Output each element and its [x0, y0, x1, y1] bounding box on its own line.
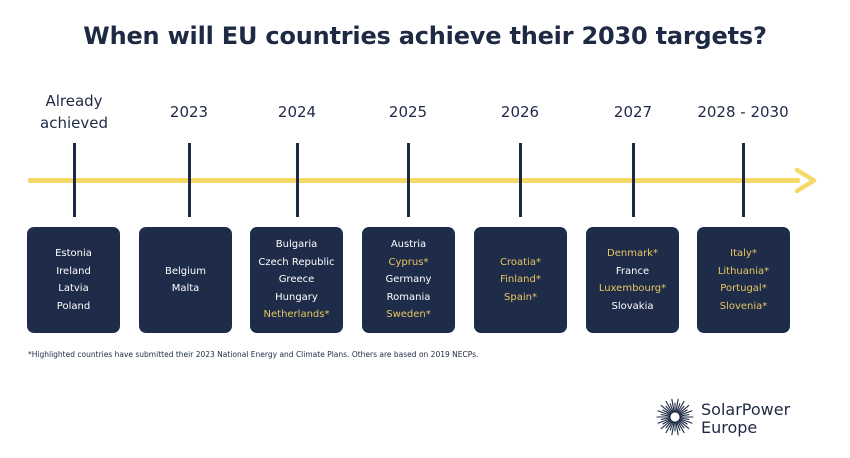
- column-label-line: 2024: [277, 103, 317, 121]
- column-label-line: 2027: [613, 103, 653, 121]
- timeline-tick: [518, 143, 522, 217]
- country-name: Latvia: [58, 283, 89, 294]
- country-name: Czech Republic: [258, 256, 335, 268]
- column-label-line: 2028 - 2030: [697, 103, 789, 121]
- country-box: Croatia* Finland* Spain*: [474, 227, 567, 333]
- country-name: Croatia*: [500, 256, 541, 268]
- country-box: Bulgaria Czech Republic Greece Hungary Nethe…: [250, 227, 343, 333]
- country-name: Hungary: [275, 291, 318, 303]
- country-name: Italy*: [730, 248, 757, 259]
- solarpower-europe-logo: SolarPower Europe: [656, 398, 816, 442]
- country-name: Lithuania*: [717, 265, 770, 277]
- country-name: Estonia: [55, 248, 92, 259]
- column-label: 2024: [237, 101, 357, 123]
- country-name: Bulgaria: [275, 239, 318, 251]
- country-name: Slovenia*: [719, 300, 768, 312]
- column-label: 2027: [573, 101, 693, 123]
- country-name: Luxembourg*: [598, 283, 667, 294]
- sunburst-icon: [656, 398, 694, 436]
- column-label: 2025: [348, 101, 468, 123]
- column-label-line: Already: [45, 92, 103, 110]
- column-label-line: 2025: [388, 103, 428, 121]
- country-name: Germany: [385, 274, 432, 286]
- timeline-arrowhead-icon: [794, 168, 817, 193]
- timeline-tick: [295, 143, 299, 217]
- column-label-line: 2023: [169, 103, 209, 121]
- country-box: Austria Cyprus* Germany Romania Sweden*: [362, 227, 455, 333]
- column-label-line: achieved: [40, 114, 108, 132]
- column-label: 2026: [460, 101, 580, 123]
- timeline-tick: [187, 143, 191, 217]
- country-name: Spain*: [504, 291, 537, 303]
- country-name: Belgium: [165, 265, 206, 277]
- logo-line-1: SolarPower: [701, 400, 791, 419]
- country-box: Belgium Malta: [139, 227, 232, 333]
- timeline-tick: [741, 143, 745, 217]
- country-box: Estonia Ireland Latvia Poland: [27, 227, 120, 333]
- country-name: Denmark*: [607, 248, 658, 259]
- country-name: Ireland: [56, 265, 91, 277]
- country-name: Poland: [56, 300, 91, 312]
- country-name: Greece: [278, 274, 315, 286]
- column-label-line: 2026: [500, 103, 540, 121]
- column-label: 2028 - 2030: [683, 101, 803, 123]
- timeline-tick: [72, 143, 76, 217]
- country-name: Sweden*: [386, 309, 431, 321]
- timeline-tick: [631, 143, 635, 217]
- country-name: Netherlands*: [263, 309, 330, 321]
- column-label: 2023: [129, 101, 249, 123]
- country-name: France: [615, 265, 650, 277]
- page-title: When will EU countries achieve their 203…: [83, 22, 767, 50]
- timeline-arrow-line: [28, 178, 800, 183]
- country-name: Cyprus*: [388, 256, 429, 268]
- country-name: Malta: [171, 283, 200, 294]
- country-name: Finland*: [500, 274, 541, 286]
- timeline-tick: [406, 143, 410, 217]
- country-name: Slovakia: [611, 300, 654, 312]
- country-box: Italy* Lithuania* Portugal* Slovenia*: [697, 227, 790, 333]
- country-box: Denmark* France Luxembourg* Slovakia: [586, 227, 679, 333]
- country-name: Portugal*: [720, 283, 767, 294]
- logo-line-2: Europe: [701, 418, 758, 437]
- country-name: Romania: [386, 291, 431, 303]
- footnote: *Highlighted countries have submitted th…: [28, 350, 479, 359]
- column-label: Already achieved: [14, 90, 134, 134]
- country-name: Austria: [390, 239, 427, 251]
